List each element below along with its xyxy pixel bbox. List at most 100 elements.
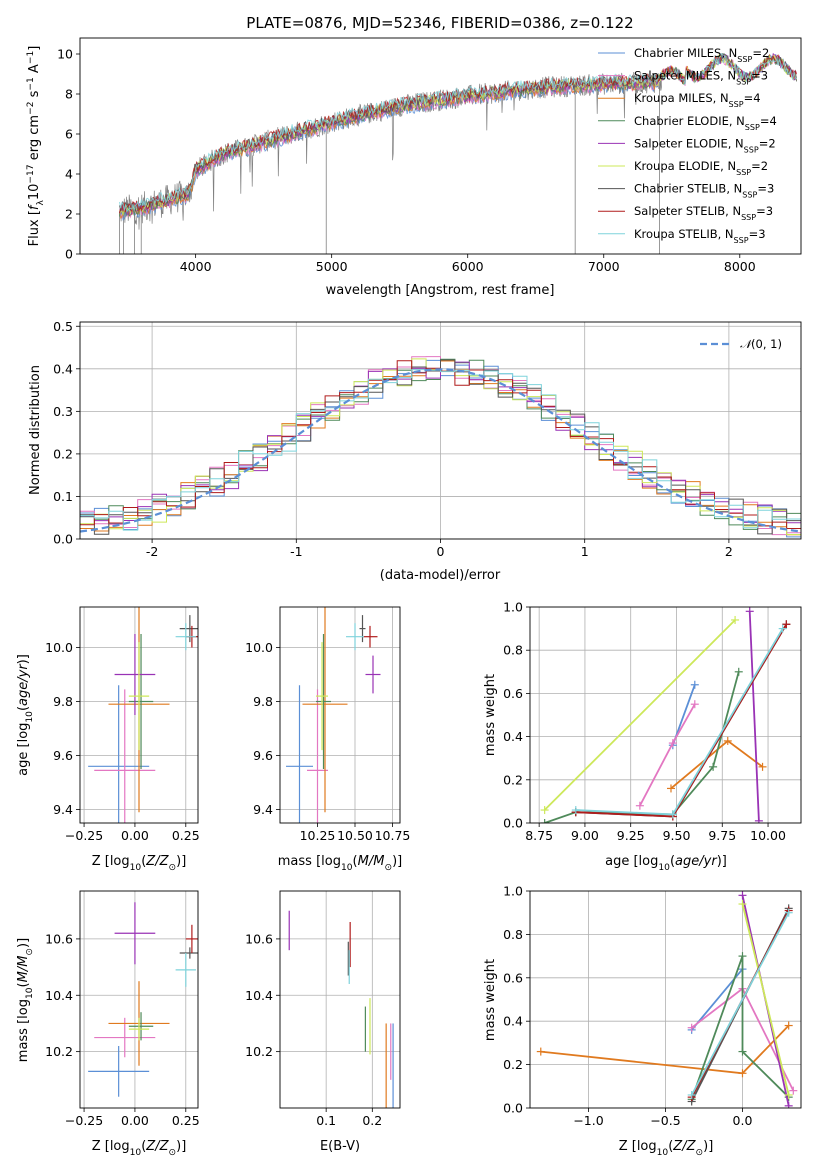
y-tick-label: 2 bbox=[65, 207, 73, 222]
y-tick-label: 0.4 bbox=[503, 729, 523, 744]
x-tick-label: 10.00 bbox=[750, 828, 786, 843]
y-tick-label: 9.8 bbox=[53, 694, 73, 709]
x-tick-label: 0 bbox=[437, 544, 445, 559]
y-tick-label: 10.2 bbox=[45, 1044, 73, 1059]
x-axis-label: age [log10(age/yr)] bbox=[605, 854, 727, 873]
gaussian-curve bbox=[80, 368, 801, 533]
y-tick-label: 0.4 bbox=[53, 361, 73, 376]
age-vs-z-axes-plot bbox=[80, 607, 198, 823]
y-tick-label: 8 bbox=[65, 87, 73, 102]
residual-histogram bbox=[80, 369, 801, 531]
spectrum-axes-plot bbox=[119, 52, 797, 254]
weight-line bbox=[540, 1024, 790, 1075]
x-tick-label: 8.75 bbox=[525, 828, 553, 843]
age-vs-mass-axes: 10.25 10.50 10.75 9.4 9.6 9.8 10.0 bbox=[245, 606, 411, 843]
figure-title: PLATE=0876, MJD=52346, FIBERID=0386, z=0… bbox=[246, 14, 633, 32]
x-axis-label: Z [log10(Z/Z⊙)] bbox=[92, 854, 187, 873]
y-axis-label: mass weight bbox=[483, 959, 498, 1041]
legend-entry: Kroupa ELODIE, NSSP=2 bbox=[634, 159, 768, 177]
y-tick-label: 1.0 bbox=[503, 600, 523, 615]
weight-line bbox=[690, 955, 790, 1100]
x-axis-label: (data-model)/error bbox=[380, 568, 501, 583]
y-tick-label: 0.5 bbox=[53, 319, 73, 334]
y-tick-label: 10.0 bbox=[245, 640, 273, 655]
x-tick-label: 7000 bbox=[588, 259, 620, 274]
x-tick-label: 9.00 bbox=[571, 828, 599, 843]
legend-entry: Salpeter MILES, NSSP=3 bbox=[634, 69, 768, 87]
x-tick-label: 10.75 bbox=[375, 828, 411, 843]
x-tick-label: −0.25 bbox=[65, 1113, 103, 1128]
spectrum-axes: 4000 5000 6000 7000 8000 0 2 4 6 8 10 Chabrier MILE… bbox=[57, 37, 802, 274]
mass-vs-z-axes-plot bbox=[80, 891, 198, 1108]
y-tick-label: 0.2 bbox=[503, 772, 523, 787]
legend-entry: Salpeter STELIB, NSSP=3 bbox=[634, 204, 773, 222]
axes-frame bbox=[529, 606, 802, 824]
axes-frame bbox=[79, 37, 802, 255]
x-tick-label: -1 bbox=[290, 544, 302, 559]
weight-line bbox=[690, 912, 790, 1096]
weight-line bbox=[741, 903, 790, 1096]
y-tick-label: 10.2 bbox=[245, 1044, 273, 1059]
y-axis-label: mass weight bbox=[483, 674, 498, 756]
y-tick-label: 0 bbox=[65, 247, 73, 262]
age-vs-mass-axes-plot bbox=[280, 607, 400, 823]
axes-frame bbox=[79, 321, 802, 540]
y-tick-label: 0.6 bbox=[503, 686, 523, 701]
x-tick-label: 10.25 bbox=[300, 828, 336, 843]
y-axis-label: mass [log10(M/M⊙)] bbox=[16, 938, 35, 1062]
y-tick-label: 9.6 bbox=[53, 748, 73, 763]
legend-entry: Chabrier ELODIE, NSSP=4 bbox=[634, 114, 777, 132]
y-tick-label: 0.3 bbox=[53, 404, 73, 419]
y-tick-label: 0.0 bbox=[503, 1101, 523, 1116]
x-tick-label: 4000 bbox=[180, 259, 212, 274]
y-tick-label: 10.6 bbox=[45, 931, 73, 946]
y-tick-label: 0.0 bbox=[53, 532, 73, 547]
residual-histogram bbox=[80, 361, 801, 524]
x-tick-label: 9.75 bbox=[708, 828, 736, 843]
y-tick-label: 0.4 bbox=[503, 1014, 523, 1029]
x-tick-label: 0.1 bbox=[316, 1113, 336, 1128]
weight-vs-age-axes: 8.75 9.00 9.25 9.50 9.75 10.00 0.0 0.2 0.4 0.6 0.8… bbox=[503, 600, 802, 843]
x-tick-label: 0.0 bbox=[733, 1113, 753, 1128]
x-tick-label: 10.50 bbox=[337, 828, 373, 843]
y-tick-label: 10.0 bbox=[45, 640, 73, 655]
mass-vs-ebv-axes: 0.1 0.2 10.2 10.4 10.6 bbox=[245, 890, 401, 1128]
y-tick-label: 9.6 bbox=[253, 748, 273, 763]
residual-axes-plot bbox=[80, 322, 801, 539]
y-tick-label: 9.8 bbox=[253, 694, 273, 709]
y-tick-label: 0.0 bbox=[503, 816, 523, 831]
x-tick-label: 1 bbox=[581, 544, 589, 559]
x-tick-label: −0.25 bbox=[65, 828, 103, 843]
x-tick-label: 0.00 bbox=[121, 828, 149, 843]
y-tick-label: 1.0 bbox=[503, 884, 523, 899]
weight-vs-age-axes-plot bbox=[530, 607, 801, 823]
y-tick-label: 6 bbox=[65, 127, 73, 142]
weight-line bbox=[544, 671, 740, 823]
legend-entry: Kroupa MILES, NSSP=4 bbox=[634, 91, 761, 109]
y-tick-label: 10 bbox=[57, 47, 73, 62]
x-tick-label: 0.25 bbox=[172, 828, 200, 843]
y-tick-label: 0.8 bbox=[503, 643, 523, 658]
y-tick-label: 9.4 bbox=[53, 802, 73, 817]
y-axis-label: Normed distribution bbox=[28, 365, 43, 495]
x-axis-label: mass [log10(M/M⊙)] bbox=[278, 854, 402, 873]
x-tick-label: -2 bbox=[146, 544, 158, 559]
weight-line bbox=[670, 739, 764, 790]
legend-entry: 𝒩(0, 1) bbox=[740, 337, 782, 351]
residual-histogram bbox=[80, 359, 801, 535]
x-tick-label: −0.5 bbox=[650, 1113, 680, 1128]
mass-vs-z-axes: −0.25 0.00 0.25 10.2 10.4 10.6 bbox=[45, 890, 200, 1128]
weight-line bbox=[543, 619, 736, 811]
x-tick-label: 6000 bbox=[452, 259, 484, 274]
mass-vs-ebv-axes-plot bbox=[280, 891, 400, 1108]
axes-frame bbox=[79, 890, 199, 1109]
x-axis-label: Z [log10(Z/Z⊙)] bbox=[619, 1139, 714, 1158]
axes-frame bbox=[279, 890, 401, 1109]
y-tick-label: 0.6 bbox=[503, 970, 523, 985]
residual-histogram bbox=[80, 358, 801, 530]
weight-vs-z-axes: −1.0 −0.5 0.0 0.0 0.2 0.4 0.6 0.8 1.0 bbox=[503, 884, 802, 1128]
legend-entry: Chabrier MILES, NSSP=2 bbox=[634, 46, 769, 64]
y-tick-label: 10.4 bbox=[245, 988, 273, 1003]
y-tick-label: 0.2 bbox=[503, 1057, 523, 1072]
